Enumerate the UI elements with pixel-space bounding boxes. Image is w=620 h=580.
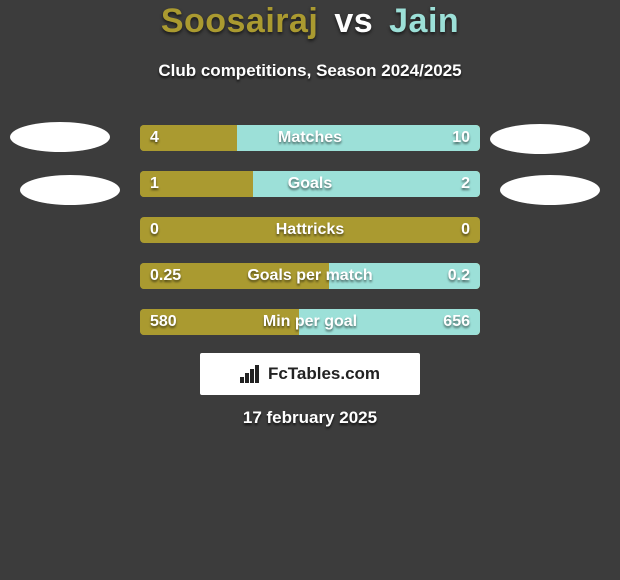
attribution-text: FcTables.com bbox=[268, 364, 380, 384]
stat-label: Hattricks bbox=[140, 217, 480, 243]
avatar-placeholder bbox=[500, 175, 600, 205]
stat-label: Matches bbox=[140, 125, 480, 151]
stat-label: Goals per match bbox=[140, 263, 480, 289]
vs-separator: vs bbox=[334, 2, 373, 40]
stat-rows: 410Matches 12Goals 00Hattricks 0.250.2Goals… bbox=[140, 125, 480, 355]
subtitle: Club competitions, Season 2024/2025 bbox=[0, 61, 620, 81]
bar-chart-icon bbox=[240, 365, 262, 383]
avatar-placeholder bbox=[490, 124, 590, 154]
attribution-badge[interactable]: FcTables.com bbox=[200, 353, 420, 395]
avatar-placeholder bbox=[10, 122, 110, 152]
player1-name: Soosairaj bbox=[161, 2, 319, 40]
player2-name: Jain bbox=[389, 2, 459, 40]
stat-row: 00Hattricks bbox=[140, 217, 480, 243]
stat-label: Min per goal bbox=[140, 309, 480, 335]
stat-row: 0.250.2Goals per match bbox=[140, 263, 480, 289]
page-title: Soosairaj vs Jain bbox=[0, 2, 620, 41]
stat-row: 12Goals bbox=[140, 171, 480, 197]
date-text: 17 february 2025 bbox=[0, 408, 620, 428]
stat-row: 410Matches bbox=[140, 125, 480, 151]
stat-label: Goals bbox=[140, 171, 480, 197]
comparison-widget: Soosairaj vs Jain Club competitions, Sea… bbox=[0, 0, 620, 580]
avatar-placeholder bbox=[20, 175, 120, 205]
stat-row: 580656Min per goal bbox=[140, 309, 480, 335]
